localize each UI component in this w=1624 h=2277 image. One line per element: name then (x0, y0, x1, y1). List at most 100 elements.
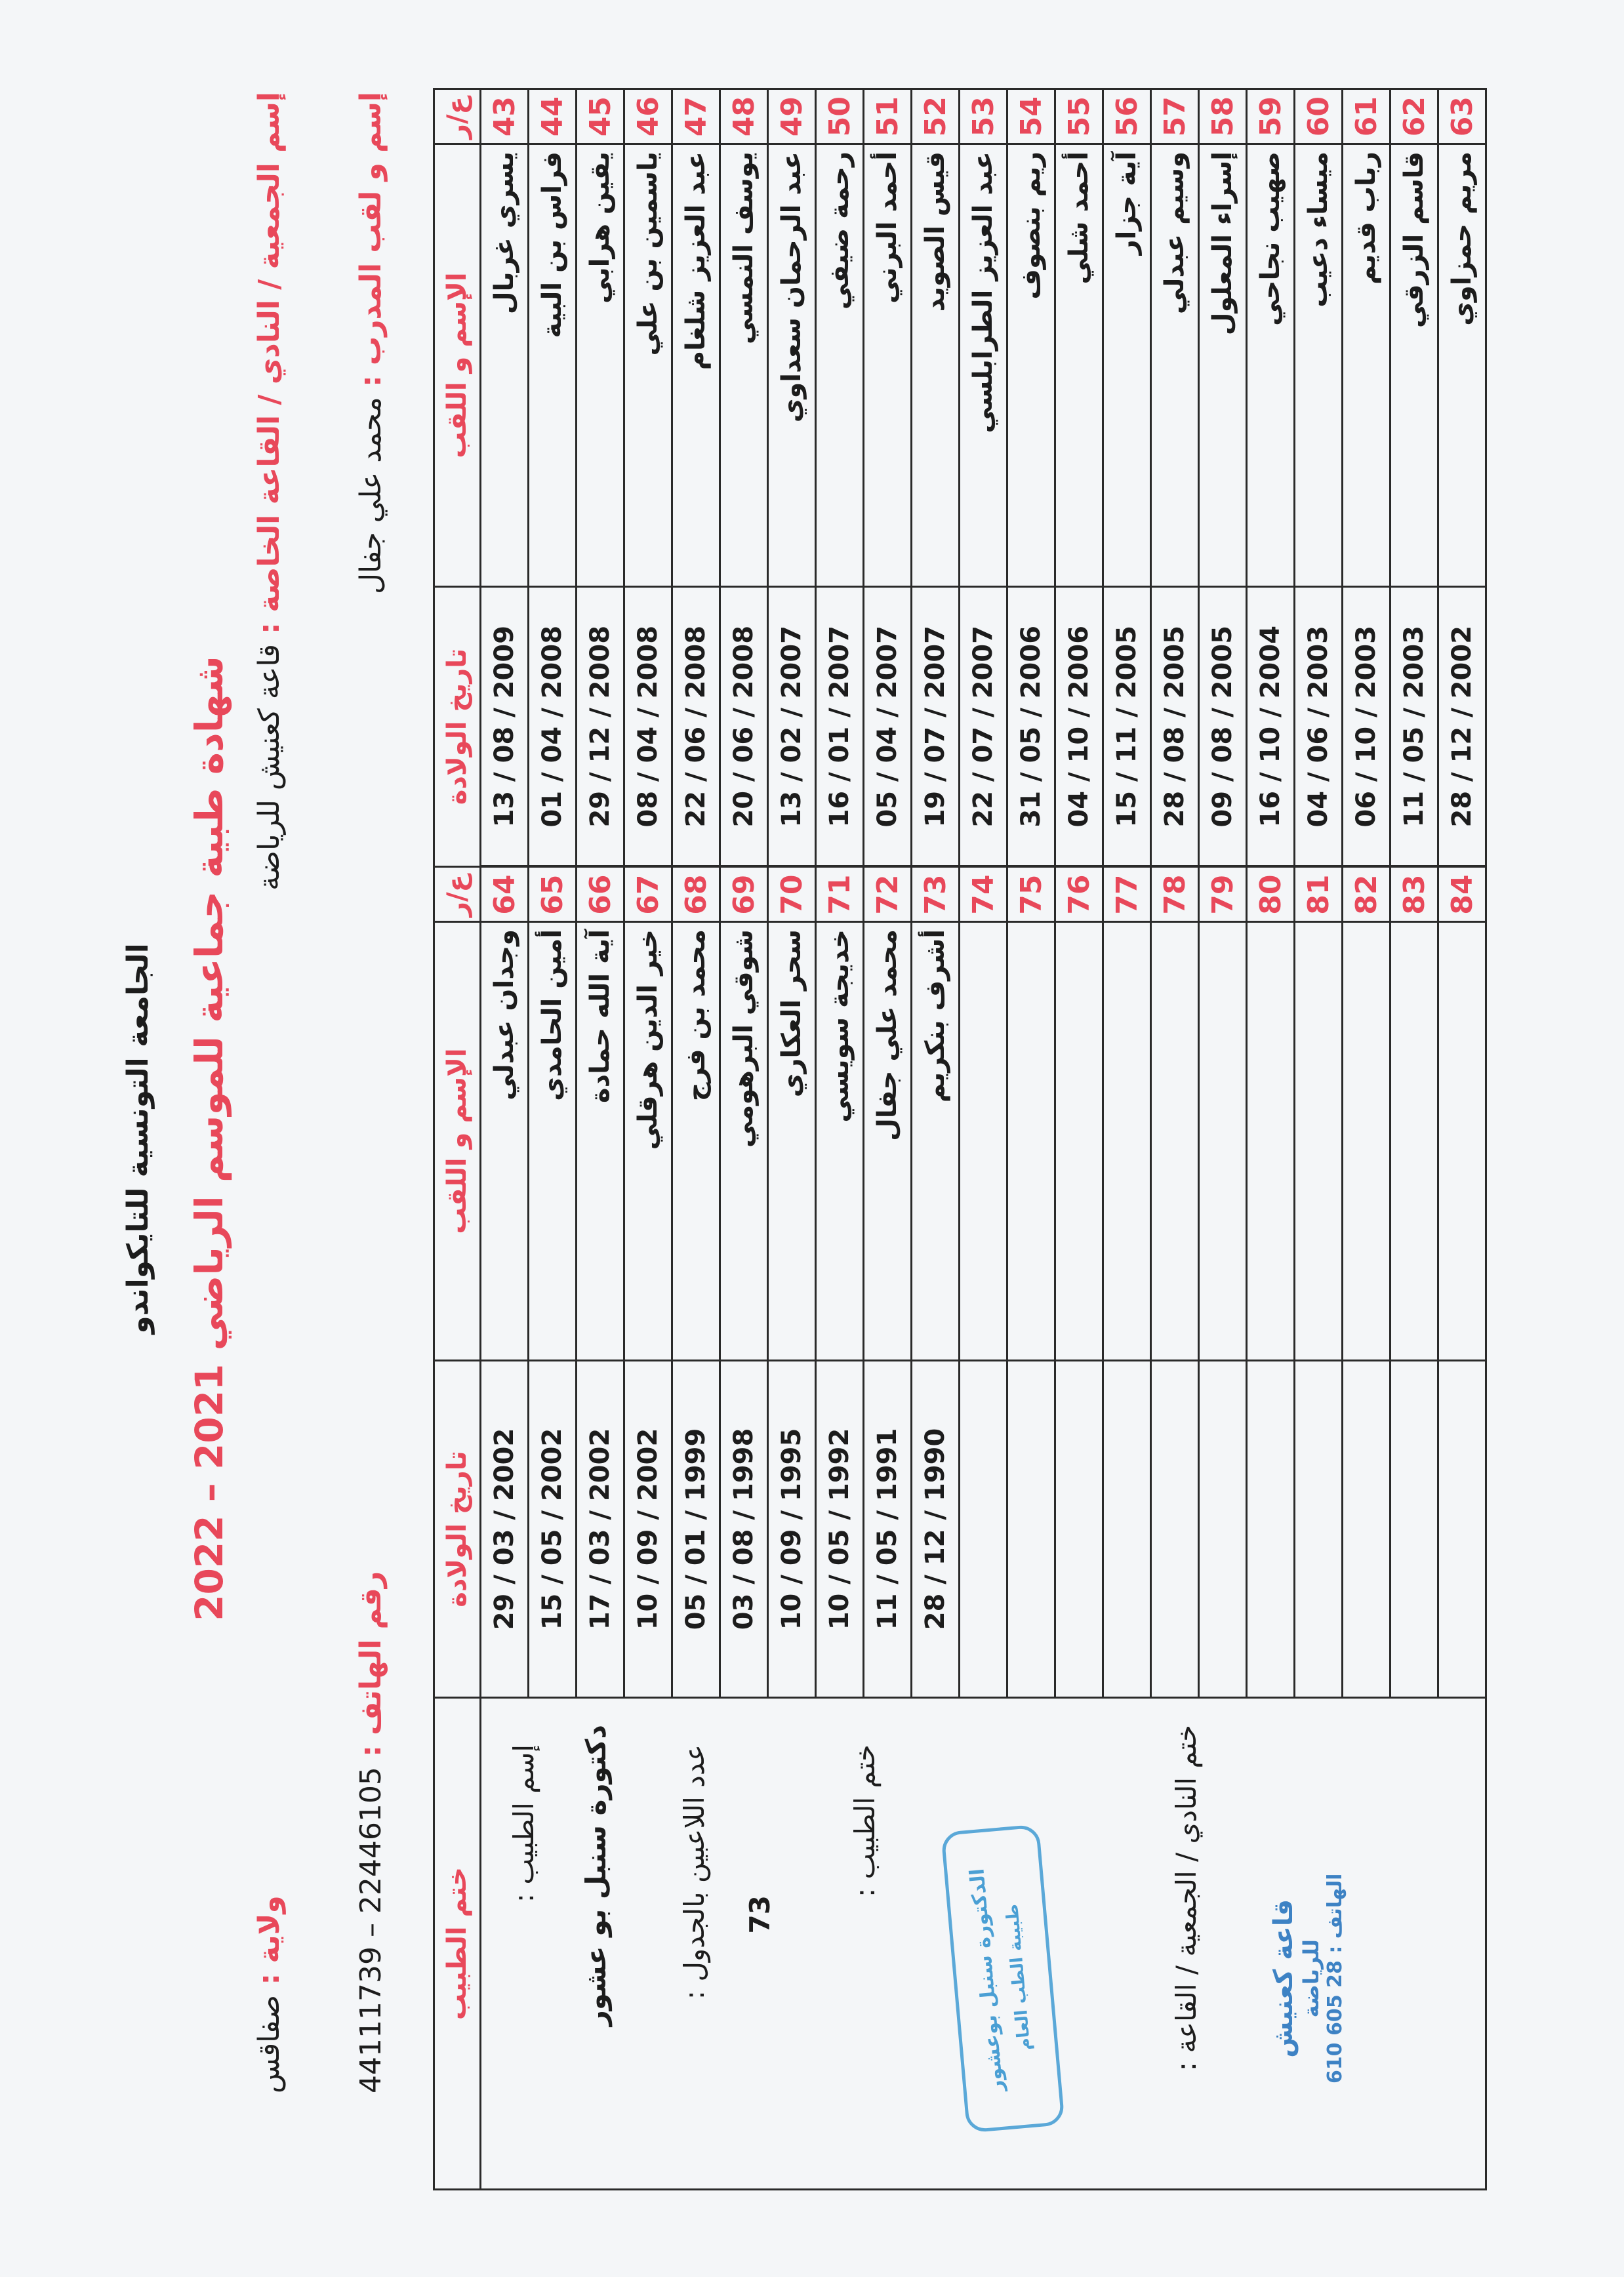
row-number: 70 (767, 866, 816, 922)
row-number: 48 (720, 89, 768, 144)
row-number: 55 (1055, 89, 1103, 144)
club-stamp-phone: الهاتف : 28 605 610 (1324, 1873, 1347, 2084)
birth-date (1103, 1360, 1151, 1698)
header-name: الإسم و اللقب (434, 921, 481, 1361)
player-name (1438, 921, 1486, 1361)
doctor-stamp: الدكتورة سنبل بوعشور طبيبة الطب العام (941, 1824, 1065, 2133)
birth-date: 28 / 12 / 1990 (911, 1360, 960, 1698)
phone-value: 44111739 – 22446105 (354, 1767, 388, 2093)
player-name: أحمد البرني (863, 144, 912, 587)
birth-date: 04 / 10 / 2006 (1055, 586, 1103, 867)
player-name (1007, 921, 1055, 1361)
birth-date (1007, 1360, 1055, 1698)
birth-date: 01 / 04 / 2008 (528, 586, 577, 867)
player-name (1246, 921, 1295, 1361)
organization-name: الجامعة التونسية للتايكواندو (121, 943, 155, 1334)
player-name: أمين الحامدي (528, 921, 577, 1361)
birth-date: 05 / 04 / 2007 (863, 586, 912, 867)
player-name: أحمد شلي (1055, 144, 1103, 587)
player-name (1103, 921, 1151, 1361)
doctor-section: إسم الطبيب : دكتورة سنبل بو عشور عدد الل… (481, 1699, 1485, 2188)
player-name: قاسم الزرقي (1390, 144, 1438, 587)
player-name: شوقي البرهومي (720, 921, 768, 1361)
birth-date: 05 / 01 / 1999 (672, 1360, 720, 1698)
birth-date: 10 / 09 / 1995 (767, 1360, 816, 1698)
club-info: إسم الجمعية / النادي / القاعة الخاصة : ق… (253, 92, 286, 891)
club-value: قاعة كعنيش للرياضة (253, 644, 286, 891)
player-count-label: عدد اللاعبين بالجدول : (678, 1744, 710, 2000)
player-name: يسري غربال (480, 144, 529, 587)
state-info: ولاية : صفاقس (253, 1895, 286, 2093)
row-number: 62 (1390, 89, 1438, 144)
birth-date: 17 / 03 / 2002 (576, 1360, 624, 1698)
birth-date: 06 / 10 / 2003 (1342, 586, 1391, 867)
birth-date: 13 / 08 / 2009 (480, 586, 529, 867)
row-number: 53 (959, 89, 1007, 144)
row-number: 69 (720, 866, 768, 922)
birth-date (1342, 1360, 1391, 1698)
row-number: 56 (1103, 89, 1151, 144)
birth-date: 20 / 06 / 2008 (720, 586, 768, 867)
row-number: 66 (576, 866, 624, 922)
birth-date: 19 / 07 / 2007 (911, 586, 960, 867)
player-name: فراس بن البية (528, 144, 577, 587)
row-number: 67 (624, 866, 672, 922)
document-title: شهادة طبية جماعية للموسم الرياضي 2021 – … (187, 656, 232, 1621)
doctor-stamp-label: ختم الطبيب : (849, 1744, 881, 1897)
header-doctor-stamp: ختم الطبيب (434, 1697, 481, 2190)
player-name: محمد علي جفال (863, 921, 912, 1361)
birth-date: 15 / 11 / 2005 (1103, 586, 1151, 867)
club-label: إسم الجمعية / النادي / القاعة الخاصة : (253, 92, 286, 634)
player-count-value: 73 (744, 1895, 776, 1934)
birth-date: 31 / 05 / 2006 (1007, 586, 1055, 867)
row-number: 78 (1150, 866, 1199, 922)
player-name: إسراء المعلول (1198, 144, 1247, 587)
player-name: عبد الرحمان سعداوي (767, 144, 816, 587)
player-name: رحمة ضيفي (815, 144, 864, 587)
player-name: قيس الصويد (911, 144, 960, 587)
player-name: وسيم عبدلي (1150, 144, 1199, 587)
birth-date: 15 / 05 / 2002 (528, 1360, 577, 1698)
header-num: ع/ر (434, 866, 481, 922)
coach-label: إسم و لقب المدرب : (354, 92, 388, 387)
row-number: 59 (1246, 89, 1295, 144)
player-name (1198, 921, 1247, 1361)
player-name: خير الدين هرقلي (624, 921, 672, 1361)
birth-date (1438, 1360, 1486, 1698)
doctor-name-label: إسم الطبيب : (508, 1744, 540, 1903)
birth-date (1055, 1360, 1103, 1698)
player-name: أشرف بنكريم (911, 921, 960, 1361)
player-name (1390, 921, 1438, 1361)
birth-date: 10 / 09 / 2002 (624, 1360, 672, 1698)
coach-info: إسم و لقب المدرب : محمد علي جفال (354, 92, 388, 594)
player-name: وجدان عبدلي (480, 921, 529, 1361)
birth-date: 22 / 06 / 2008 (672, 586, 720, 867)
birth-date: 08 / 04 / 2008 (624, 586, 672, 867)
birth-date: 03 / 08 / 1998 (720, 1360, 768, 1698)
birth-date: 11 / 05 / 2003 (1390, 586, 1438, 867)
birth-date (959, 1360, 1007, 1698)
row-number: 77 (1103, 866, 1151, 922)
player-name: خديجة سويسي (815, 921, 864, 1361)
header-num: ع/ر (434, 89, 481, 144)
header-date: تاريخ الولادة (434, 1360, 481, 1698)
player-name: آية جزار (1103, 144, 1151, 587)
player-name (1294, 921, 1343, 1361)
row-number: 72 (863, 866, 912, 922)
row-number: 44 (528, 89, 577, 144)
player-name: ريم بنصوف (1007, 144, 1055, 587)
header-date: تاريخ الولادة (434, 586, 481, 867)
player-name: عبد العزيز الطرابلسي (959, 144, 1007, 587)
player-name (1342, 921, 1391, 1361)
birth-date: 16 / 01 / 2007 (815, 586, 864, 867)
birth-date: 29 / 03 / 2002 (480, 1360, 529, 1698)
row-number: 51 (863, 89, 912, 144)
player-name: عبد العزيز شلغام (672, 144, 720, 587)
player-name (959, 921, 1007, 1361)
club-stamp-name: قاعة كعنيش (1269, 1899, 1299, 2058)
player-name: مريم حمزاوي (1438, 144, 1486, 587)
row-number: 82 (1342, 866, 1391, 922)
header-name: الإسم و اللقب (434, 144, 481, 587)
row-number: 75 (1007, 866, 1055, 922)
state-label: ولاية : (253, 1895, 286, 1985)
